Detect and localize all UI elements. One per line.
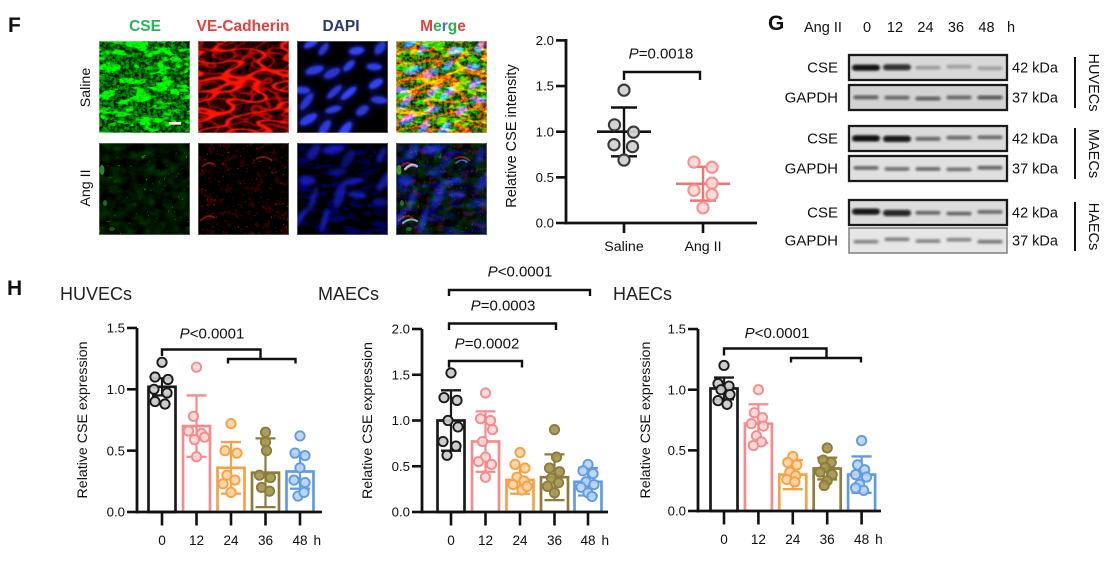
svg-text:48: 48 (580, 533, 595, 548)
svg-text:HUVECs: HUVECs (60, 284, 132, 304)
svg-text:24: 24 (917, 20, 933, 36)
svg-text:48: 48 (292, 533, 307, 548)
svg-text:Ang II: Ang II (684, 239, 721, 255)
svg-text:37 kDa: 37 kDa (1012, 234, 1059, 250)
svg-text:1.0: 1.0 (536, 124, 554, 139)
svg-text:Relative CSE expression: Relative CSE expression (360, 342, 376, 499)
svg-text:Merge: Merge (420, 18, 466, 35)
svg-text:GAPDH: GAPDH (785, 90, 838, 107)
svg-text:Relative CSE expression: Relative CSE expression (75, 342, 91, 499)
svg-text:CSE: CSE (807, 205, 838, 222)
svg-text:24: 24 (785, 532, 801, 547)
svg-text:0: 0 (863, 20, 871, 36)
svg-text:1.0: 1.0 (668, 382, 686, 397)
svg-text:Saline: Saline (78, 68, 94, 108)
svg-text:P<0.0001: P<0.0001 (745, 325, 810, 342)
svg-text:37 kDa: 37 kDa (1012, 162, 1059, 178)
svg-text:Relative CSE expression: Relative CSE expression (638, 342, 654, 499)
svg-text:0.0: 0.0 (668, 504, 686, 519)
svg-text:48: 48 (854, 532, 869, 547)
svg-text:P<0.0001: P<0.0001 (488, 264, 553, 281)
svg-text:h: h (1007, 20, 1015, 36)
svg-text:P=0.0003: P=0.0003 (471, 298, 536, 315)
svg-text:Relative CSE intensity: Relative CSE intensity (504, 64, 520, 208)
svg-text:DAPI: DAPI (322, 18, 359, 35)
svg-text:HUVECs: HUVECs (1085, 53, 1101, 111)
svg-text:1.5: 1.5 (536, 79, 554, 94)
svg-text:2.0: 2.0 (392, 322, 410, 337)
svg-text:HAECs: HAECs (1085, 203, 1101, 251)
svg-text:0: 0 (447, 533, 455, 548)
svg-text:GAPDH: GAPDH (785, 233, 838, 250)
svg-text:h: h (602, 533, 610, 548)
svg-text:MAECs: MAECs (318, 284, 379, 304)
svg-text:42 kDa: 42 kDa (1012, 206, 1059, 222)
svg-text:GAPDH: GAPDH (785, 161, 838, 178)
svg-text:MAECs: MAECs (1085, 129, 1101, 178)
svg-text:12: 12 (887, 20, 903, 36)
svg-text:1.5: 1.5 (668, 322, 686, 337)
svg-text:Saline: Saline (604, 239, 644, 255)
svg-text:1.5: 1.5 (107, 321, 125, 336)
svg-text:0.5: 0.5 (107, 443, 125, 458)
svg-text:1.0: 1.0 (107, 382, 125, 397)
svg-text:P<0.0001: P<0.0001 (180, 326, 245, 343)
svg-text:0.5: 0.5 (536, 170, 554, 185)
svg-text:48: 48 (978, 20, 994, 36)
svg-text:36: 36 (547, 533, 562, 548)
svg-text:h: h (875, 532, 883, 547)
svg-text:Ang II: Ang II (78, 169, 94, 206)
svg-text:P=0.0002: P=0.0002 (455, 336, 520, 353)
svg-text:0: 0 (720, 532, 728, 547)
svg-text:36: 36 (948, 20, 964, 36)
svg-text:42 kDa: 42 kDa (1012, 61, 1059, 77)
svg-text:0.5: 0.5 (392, 459, 410, 474)
svg-text:12: 12 (478, 533, 493, 548)
svg-text:CSE: CSE (807, 60, 838, 77)
svg-text:CSE: CSE (129, 18, 161, 35)
svg-text:36: 36 (258, 533, 273, 548)
svg-text:Ang II: Ang II (804, 20, 842, 36)
svg-text:0.0: 0.0 (392, 505, 410, 520)
svg-text:24: 24 (223, 533, 239, 548)
svg-text:F: F (8, 14, 21, 37)
svg-text:42 kDa: 42 kDa (1012, 132, 1059, 148)
svg-text:2.0: 2.0 (536, 33, 554, 48)
svg-text:37 kDa: 37 kDa (1012, 91, 1059, 107)
svg-text:24: 24 (512, 533, 528, 548)
svg-text:1.0: 1.0 (392, 413, 410, 428)
svg-text:H: H (7, 277, 22, 300)
svg-text:36: 36 (820, 532, 835, 547)
svg-text:12: 12 (189, 533, 204, 548)
svg-text:HAECs: HAECs (613, 284, 672, 304)
svg-text:CSE: CSE (807, 131, 838, 148)
svg-text:1.5: 1.5 (392, 367, 410, 382)
svg-text:0.5: 0.5 (668, 443, 686, 458)
svg-text:G: G (768, 12, 784, 35)
svg-text:P=0.0018: P=0.0018 (629, 46, 694, 63)
svg-text:h: h (314, 533, 322, 548)
svg-text:12: 12 (751, 532, 766, 547)
svg-text:0: 0 (158, 533, 166, 548)
svg-text:0.0: 0.0 (536, 216, 554, 231)
svg-text:VE-Cadherin: VE-Cadherin (196, 18, 289, 35)
svg-text:0.0: 0.0 (107, 505, 125, 520)
